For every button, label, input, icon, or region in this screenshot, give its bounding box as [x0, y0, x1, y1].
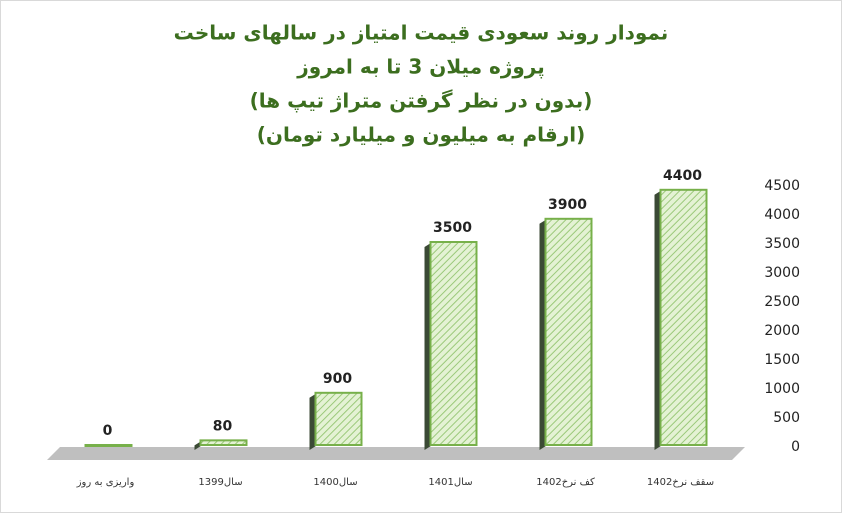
x-tick-label: سقف نرخ1402: [647, 477, 714, 488]
y-tick-label: 500: [773, 410, 800, 426]
x-tick-label: سال1400: [313, 477, 357, 488]
chart-title: (ارقام به میلیون و میلیارد تومان): [257, 123, 585, 147]
x-tick-label: واریزی به روز: [76, 477, 135, 488]
y-tick-label: 1000: [764, 381, 800, 397]
x-tick-label: سال1399: [198, 477, 242, 488]
y-tick-label: 2000: [764, 323, 800, 339]
chart-title: نمودار روند سعودی قیمت امتیاز در سالهای …: [174, 21, 669, 45]
bar: [544, 217, 593, 446]
data-label: 80: [213, 418, 233, 434]
chart-title: (بدون در نظر گرفتن متراژ تیپ ها): [250, 89, 593, 113]
y-tick-label: 3500: [764, 236, 800, 252]
bar: [199, 439, 248, 446]
y-tick-label: 1500: [764, 352, 800, 368]
chart-title: پروژه میلان 3 تا به امروز: [296, 55, 545, 80]
bar: [659, 188, 708, 446]
y-tick-label: 4000: [764, 207, 800, 223]
bar: [429, 241, 478, 446]
data-label: 4400: [663, 168, 702, 184]
bar: [84, 444, 133, 447]
data-label: 3500: [433, 220, 472, 236]
bar: [314, 391, 363, 446]
data-label: 3900: [548, 197, 587, 213]
y-tick-label: 2500: [764, 294, 800, 310]
x-tick-label: کف نرخ1402: [536, 477, 595, 488]
data-label: 0: [103, 423, 113, 439]
y-tick-label: 3000: [764, 265, 800, 281]
y-tick-label: 4500: [764, 178, 800, 194]
data-label: 900: [323, 371, 352, 387]
y-tick-label: 0: [791, 439, 800, 455]
floor: [47, 447, 745, 460]
x-tick-label: سال1401: [428, 477, 472, 488]
